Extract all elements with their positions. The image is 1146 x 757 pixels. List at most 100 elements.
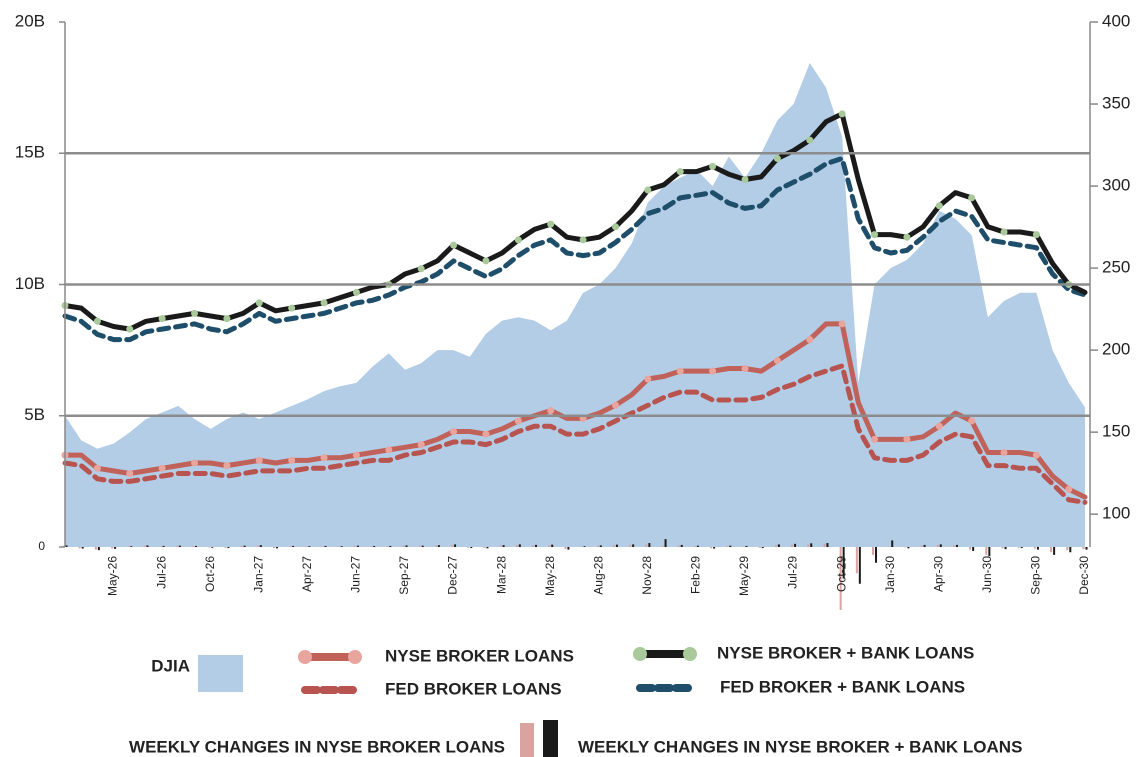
line-marker (709, 162, 717, 170)
weekly-change-bar (434, 545, 437, 547)
weekly-change-bar (321, 546, 324, 547)
weekly-change-bar (1020, 547, 1023, 549)
y2-tick-label: 400 (1102, 11, 1130, 30)
line-marker (968, 417, 976, 425)
x-tick-label: Jan-30 (883, 556, 897, 593)
weekly-change-bar (437, 545, 440, 547)
y2-tick-label: 200 (1102, 340, 1130, 359)
line-marker (417, 265, 425, 273)
weekly-change-bar (1001, 547, 1004, 549)
weekly-change-bar (726, 546, 729, 547)
line-marker (903, 233, 911, 241)
weekly-change-bar (583, 546, 586, 547)
weekly-change-bar (696, 545, 699, 547)
x-tick-label: Sep-30 (1029, 556, 1043, 595)
legend-marker (348, 650, 362, 664)
loan-line (62, 156, 1088, 343)
legend-label: FED BROKER LOANS (385, 679, 562, 698)
weekly-change-bar (612, 545, 615, 547)
weekly-change-bar (143, 545, 146, 547)
line-marker (806, 136, 814, 144)
line-marker (223, 462, 231, 470)
line-marker (417, 441, 425, 449)
legend-label: WEEKLY CHANGES IN NYSE BROKER LOANS (129, 737, 505, 756)
weekly-change-bar (421, 545, 424, 547)
line-marker (255, 456, 263, 464)
weekly-change-bar (292, 545, 295, 547)
line-marker (126, 325, 134, 333)
line-marker (158, 315, 166, 323)
weekly-change-bar (130, 546, 133, 547)
legend-label: NYSE BROKER + BANK LOANS (717, 643, 974, 662)
weekly-change-bar (810, 543, 813, 547)
weekly-change-bar (952, 545, 955, 547)
x-tick-label: May-26 (106, 556, 120, 596)
line-marker (871, 231, 879, 239)
weekly-change-bar (875, 547, 878, 563)
x-tick-label: Sep-27 (397, 556, 411, 595)
weekly-change-bar (985, 547, 988, 555)
legend-marker (298, 650, 312, 664)
legend-marker (633, 647, 647, 661)
line-marker (773, 155, 781, 162)
line-marker (191, 309, 199, 317)
line-marker (1032, 451, 1040, 459)
y2-tick-label: 350 (1102, 94, 1130, 113)
line-marker (288, 304, 296, 312)
line-marker (644, 186, 652, 194)
weekly-change-bar (969, 547, 972, 550)
y-tick-label: 5B (24, 405, 45, 424)
line-marker (741, 176, 749, 183)
y2-tick-label: 100 (1102, 504, 1130, 523)
weekly-change-bar (227, 547, 230, 549)
line-marker (320, 299, 328, 307)
weekly-change-bar (742, 546, 745, 547)
x-tick-label: Jan-27 (251, 556, 265, 593)
weekly-change-bar (211, 547, 214, 548)
y2-tick-label: 250 (1102, 258, 1130, 277)
weekly-change-bar (842, 547, 845, 579)
line-marker (450, 241, 458, 249)
weekly-change-bar (94, 547, 97, 550)
weekly-change-bar (564, 547, 567, 550)
x-tick-label: May-28 (543, 556, 557, 596)
x-tick-label: Dec-27 (446, 556, 460, 595)
legend-swatch (198, 655, 243, 692)
weekly-change-bar (162, 545, 165, 547)
weekly-change-bar (891, 540, 894, 547)
weekly-change-bar (632, 544, 635, 547)
weekly-change-bar (920, 545, 923, 547)
weekly-change-bar (65, 545, 68, 547)
line-marker (255, 299, 263, 307)
weekly-change-bar (405, 545, 408, 547)
weekly-change-bar (645, 544, 648, 547)
line-marker (611, 223, 619, 231)
line-marker (806, 336, 814, 344)
legend-swatch (543, 720, 558, 757)
weekly-change-bar (240, 545, 243, 547)
weekly-change-bar (272, 547, 275, 549)
x-tick-label: Jul-29 (786, 556, 800, 589)
weekly-change-bar (936, 544, 939, 547)
loan-line (62, 363, 1088, 505)
weekly-change-bar (499, 545, 502, 547)
legend-label: WEEKLY CHANGES IN NYSE BROKER + BANK LOA… (578, 737, 1022, 756)
line-marker (93, 464, 101, 472)
y-tick-label: 10B (15, 274, 45, 293)
line-marker (676, 367, 684, 375)
weekly-change-bar (794, 543, 797, 547)
weekly-change-bar (599, 545, 602, 547)
line-marker (968, 194, 976, 202)
weekly-change-bar (178, 545, 181, 547)
line-marker (385, 446, 393, 454)
line-marker (644, 375, 652, 383)
weekly-change-bar (386, 546, 389, 547)
weekly-change-bar (1082, 547, 1085, 550)
weekly-change-bar (858, 547, 861, 584)
x-tick-label: Jul-26 (154, 556, 168, 589)
weekly-change-bar (486, 547, 489, 549)
line-marker (1032, 231, 1040, 239)
weekly-change-bar (677, 545, 680, 547)
weekly-change-bar (1069, 547, 1072, 553)
weekly-change-bar (373, 545, 376, 547)
